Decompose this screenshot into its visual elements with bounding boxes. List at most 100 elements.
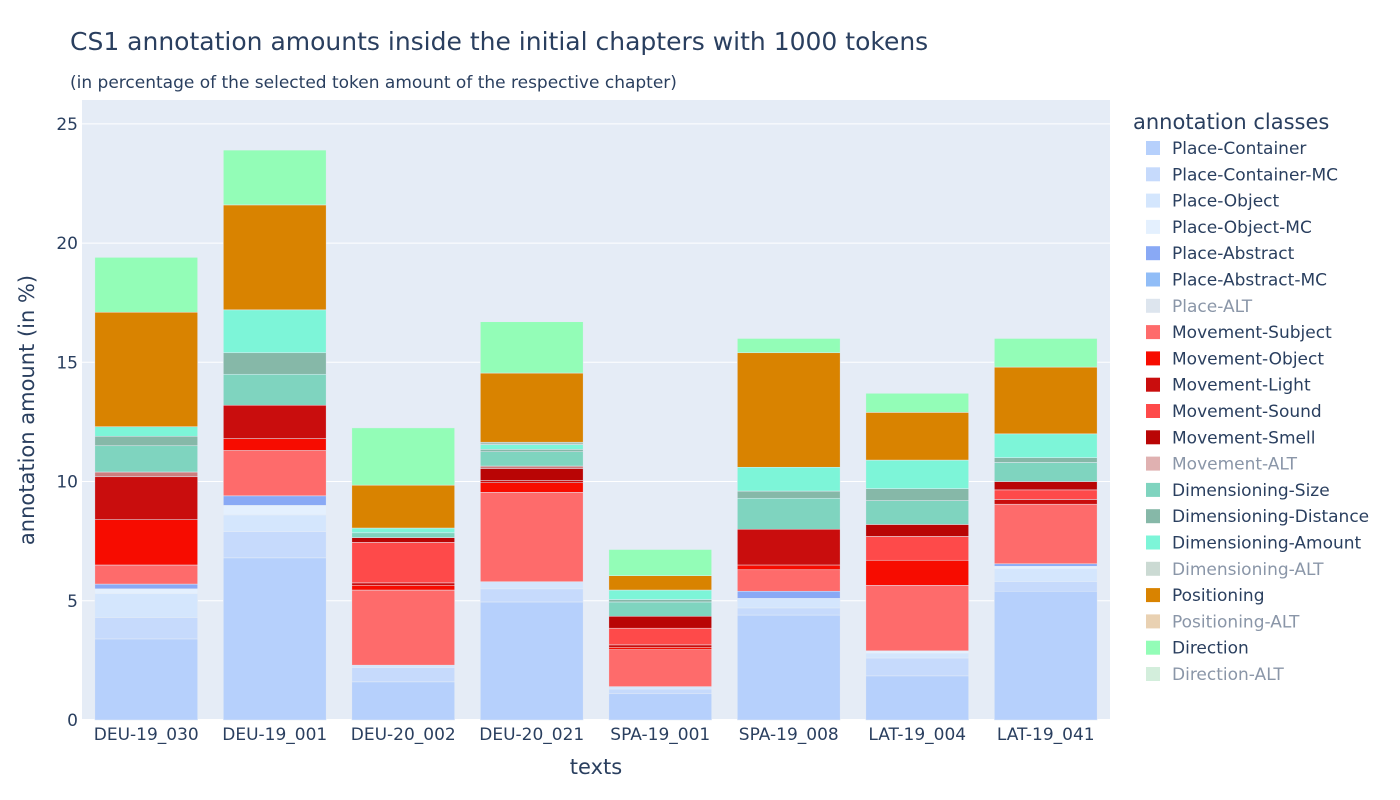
bar-segment-dimensioning-amount[interactable] <box>94 426 198 437</box>
bar-segment-direction[interactable] <box>608 549 712 576</box>
bar-segment-place-object[interactable] <box>865 652 969 659</box>
bar-segment-movement-light[interactable] <box>994 499 1098 505</box>
legend[interactable]: Place-Container Place-Container-MC Place-O… <box>1146 139 1369 685</box>
bar-segment-place-object-mc[interactable] <box>865 650 969 654</box>
bar-segment-place-abstract[interactable] <box>94 583 198 590</box>
bar-segment-movement-sound[interactable] <box>994 489 1098 500</box>
bar-segment-dimensioning-amount[interactable] <box>994 433 1098 458</box>
bar-segment-movement-object[interactable] <box>608 647 712 650</box>
legend-item-place-abstract[interactable]: Place-Abstract <box>1146 244 1295 264</box>
legend-item-movement-light[interactable]: Movement-Light <box>1146 376 1311 396</box>
bar-segment-direction[interactable] <box>351 427 455 486</box>
bar-segment-place-container-mc[interactable] <box>94 617 198 640</box>
legend-item-dimensioning-alt[interactable]: Dimensioning-ALT <box>1146 560 1324 580</box>
bar-segment-place-container[interactable] <box>994 590 1098 721</box>
bar-segment-positioning[interactable] <box>351 484 455 529</box>
bar-segment-movement-subject[interactable] <box>737 569 841 592</box>
bar-segment-place-object[interactable] <box>480 581 584 590</box>
bar-segment-movement-subject[interactable] <box>223 450 327 497</box>
bar-segment-place-abstract[interactable] <box>994 563 1098 567</box>
bar-segment-positioning[interactable] <box>94 311 198 427</box>
bar-segment-movement-subject[interactable] <box>608 649 712 687</box>
bar-segment-movement-subject[interactable] <box>351 589 455 666</box>
bar-segment-place-object[interactable] <box>223 514 327 532</box>
bar-segment-positioning[interactable] <box>223 204 327 311</box>
legend-item-positioning-alt[interactable]: Positioning-ALT <box>1146 612 1300 632</box>
bar-segment-dimensioning-distance[interactable] <box>737 490 841 499</box>
bar-segment-dimensioning-distance[interactable] <box>480 449 584 452</box>
bar-segment-movement-object[interactable] <box>865 559 969 586</box>
bar-segment-dimensioning-size[interactable] <box>737 497 841 530</box>
legend-item-place-abstract-mc[interactable]: Place-Abstract-MC <box>1146 271 1327 291</box>
bar-segment-movement-alt[interactable] <box>480 465 584 469</box>
legend-item-movement-object[interactable]: Movement-Object <box>1146 349 1324 369</box>
bar-segment-movement-subject[interactable] <box>994 503 1098 565</box>
bar-segment-dimensioning-amount[interactable] <box>480 444 584 450</box>
bar-segment-direction[interactable] <box>865 393 969 413</box>
bar-segment-positioning[interactable] <box>994 366 1098 435</box>
bar-segment-positioning[interactable] <box>480 372 584 443</box>
bar-segment-positioning[interactable] <box>737 352 841 468</box>
bar-segment-place-container[interactable] <box>94 638 198 721</box>
bar-segment-dimensioning-size[interactable] <box>865 500 969 525</box>
bar-segment-place-abstract[interactable] <box>223 495 327 506</box>
bar-segment-dimensioning-distance[interactable] <box>223 352 327 375</box>
bar-segment-direction[interactable] <box>737 338 841 354</box>
bar-segment-movement-light[interactable] <box>608 644 712 648</box>
bar-segment-place-container-mc[interactable] <box>865 657 969 677</box>
bar-segment-movement-smell[interactable] <box>480 468 584 481</box>
bar-segment-place-container-mc[interactable] <box>223 531 327 559</box>
bar-segment-direction[interactable] <box>480 321 584 374</box>
bar-segment-dimensioning-size[interactable] <box>994 462 1098 482</box>
bar-segment-place-container-mc[interactable] <box>994 581 1098 592</box>
bar-segment-place-container[interactable] <box>223 557 327 721</box>
bar-segment-movement-smell[interactable] <box>351 537 455 543</box>
bar-segment-movement-object[interactable] <box>223 438 327 451</box>
bar-segment-movement-alt[interactable] <box>94 471 198 478</box>
bar-segment-movement-smell[interactable] <box>608 616 712 629</box>
bar-segment-positioning[interactable] <box>608 575 712 591</box>
bar-segment-movement-light[interactable] <box>480 480 584 483</box>
bar-segment-place-object[interactable] <box>737 598 841 609</box>
bar-segment-place-container-mc[interactable] <box>480 588 584 603</box>
bar-segment-place-container[interactable] <box>865 675 969 721</box>
bar-segment-movement-sound[interactable] <box>351 542 455 584</box>
bar-segment-movement-smell[interactable] <box>865 524 969 537</box>
bar-segment-dimensioning-size[interactable] <box>480 451 584 467</box>
bar-segment-dimensioning-distance[interactable] <box>994 457 1098 463</box>
bar-segment-dimensioning-distance[interactable] <box>865 488 969 501</box>
bar-segment-movement-subject[interactable] <box>865 585 969 652</box>
legend-item-place-container-mc[interactable]: Place-Container-MC <box>1146 165 1338 185</box>
bar-segment-dimensioning-size[interactable] <box>608 601 712 617</box>
bar-segment-direction[interactable] <box>223 149 327 206</box>
bar-segment-movement-subject[interactable] <box>94 564 198 585</box>
legend-item-movement-sound[interactable]: Movement-Sound <box>1146 402 1322 422</box>
bar-segment-place-object[interactable] <box>994 568 1098 582</box>
bar-segment-dimensioning-amount[interactable] <box>865 459 969 489</box>
bar-segment-direction[interactable] <box>94 257 198 313</box>
bar-segment-dimensioning-amount[interactable] <box>351 527 455 534</box>
bar-segment-place-object-mc[interactable] <box>94 588 198 594</box>
legend-item-direction-alt[interactable]: Direction-ALT <box>1146 665 1284 685</box>
bar-segment-place-container-mc[interactable] <box>351 667 455 683</box>
bar-segment-dimensioning-distance[interactable] <box>608 599 712 603</box>
legend-item-dimensioning-size[interactable]: Dimensioning-Size <box>1146 481 1330 501</box>
bar-segment-place-container-mc[interactable] <box>608 688 712 695</box>
legend-item-dimensioning-amount[interactable]: Dimensioning-Amount <box>1146 534 1362 554</box>
bar-segment-movement-light[interactable] <box>737 528 841 566</box>
bar-segment-dimensioning-distance[interactable] <box>94 435 198 447</box>
bar-segment-movement-light[interactable] <box>351 582 455 586</box>
bar-segment-place-container[interactable] <box>480 601 584 721</box>
bar-segment-movement-object[interactable] <box>480 482 584 493</box>
bar-segment-positioning[interactable] <box>865 412 969 461</box>
legend-item-dimensioning-distance[interactable]: Dimensioning-Distance <box>1146 507 1369 527</box>
bar-segment-movement-object[interactable] <box>94 519 198 566</box>
legend-item-place-container[interactable]: Place-Container <box>1146 139 1306 159</box>
bar-segment-dimensioning-size[interactable] <box>351 532 455 538</box>
legend-item-place-object-mc[interactable]: Place-Object-MC <box>1146 218 1312 238</box>
legend-item-positioning[interactable]: Positioning <box>1146 586 1264 606</box>
bar-segment-place-container[interactable] <box>351 681 455 721</box>
bar-segment-place-object[interactable] <box>94 593 198 618</box>
bar-segment-place-container[interactable] <box>608 693 712 721</box>
legend-item-place-object[interactable]: Place-Object <box>1146 192 1280 212</box>
